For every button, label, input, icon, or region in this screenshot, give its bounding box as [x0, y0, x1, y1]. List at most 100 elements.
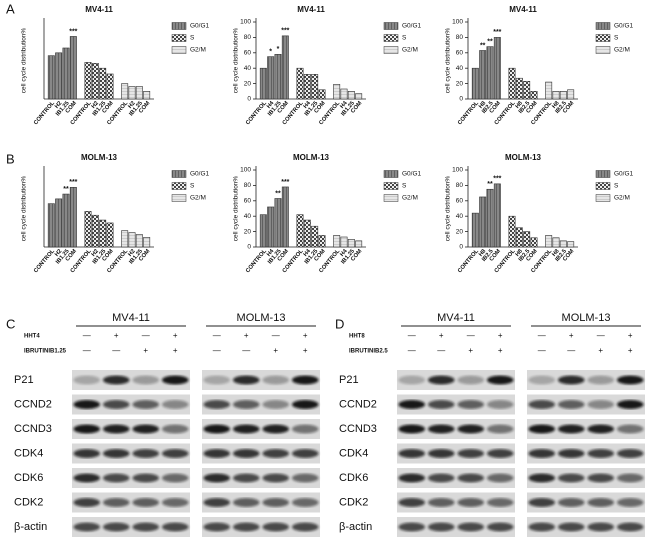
blot-band	[203, 424, 231, 434]
y-tick-label: 20	[456, 80, 464, 87]
blot-band	[102, 473, 130, 483]
blot-band	[486, 375, 514, 385]
blot-band	[528, 498, 556, 507]
chart-title: MOLM-13	[293, 153, 330, 162]
bar	[62, 193, 70, 248]
blot-band	[557, 400, 585, 409]
significance-mark: **	[487, 38, 493, 45]
blot-band	[616, 522, 644, 532]
treatment-sign: +	[173, 331, 178, 340]
blot-band	[398, 449, 426, 458]
blot-band	[427, 473, 455, 483]
bar	[347, 239, 355, 248]
blot-band	[102, 498, 130, 507]
bar	[355, 93, 363, 100]
treatment-label: IBRUTINIB1.25	[24, 349, 67, 355]
significance-mark: **	[480, 42, 486, 49]
blot-band	[73, 375, 101, 385]
blot-band	[616, 375, 644, 385]
bar	[296, 214, 304, 248]
x-tick-label: H8	[551, 100, 561, 110]
treatment-sign: +	[439, 331, 444, 340]
blot-band	[457, 522, 485, 532]
blot-band	[528, 375, 556, 385]
y-tick-label: 40	[456, 65, 464, 72]
cell-line-label: MOLM-13	[237, 312, 286, 324]
x-tick-label: H4	[303, 100, 313, 110]
legend-label: G0/G1	[402, 171, 422, 178]
bar	[121, 83, 129, 100]
legend-label: G2/M	[614, 47, 630, 54]
blot-strip	[202, 443, 320, 464]
y-tick-label: 40	[244, 213, 252, 220]
y-tick-label: 20	[456, 228, 464, 235]
blot-band	[132, 449, 160, 458]
blot-band	[398, 424, 426, 434]
blot-band	[587, 473, 615, 483]
y-tick-label: 100	[240, 19, 251, 26]
cell-line-label: MV4-11	[112, 312, 150, 324]
chart-title: MV4-11	[509, 5, 537, 14]
x-tick-label: H2	[54, 248, 63, 258]
protein-label: β-actin	[14, 521, 47, 533]
legend-swatch	[595, 34, 611, 42]
bar	[281, 35, 289, 100]
bar	[479, 196, 487, 248]
y-tick-label: 20	[244, 80, 252, 87]
protein-label: P21	[14, 374, 34, 386]
blot-strip	[202, 468, 320, 488]
bar	[559, 240, 567, 248]
x-tick-label: CONTROL	[33, 248, 56, 274]
blot-band	[102, 424, 130, 434]
legend-label: S	[614, 35, 619, 42]
blot-band	[457, 424, 485, 434]
bar	[486, 46, 494, 100]
blot-band	[398, 375, 426, 385]
treatment-sign: +	[114, 331, 119, 340]
blot-strip	[527, 370, 645, 390]
bar	[479, 50, 487, 100]
blot-band	[528, 449, 556, 458]
legend-label: S	[614, 183, 619, 190]
treatment-sign: +	[173, 346, 178, 355]
blot-band	[232, 424, 260, 434]
bar	[55, 52, 63, 100]
treatment-sign: +	[628, 346, 633, 355]
bar	[267, 56, 275, 100]
protein-label: CCND3	[339, 423, 377, 435]
legend-swatch	[383, 46, 399, 54]
bar	[303, 74, 311, 100]
bar	[340, 236, 348, 248]
treatment-sign: —	[597, 331, 605, 340]
bar	[135, 86, 143, 100]
x-tick-label: H4	[339, 248, 349, 258]
x-tick-label: H2	[54, 100, 63, 110]
y-tick-label: 40	[244, 65, 252, 72]
protein-label: CDK6	[14, 472, 43, 484]
legend-label: G2/M	[190, 47, 206, 54]
blot-band	[203, 473, 231, 483]
significance-mark: *	[277, 46, 280, 53]
blot-strip	[202, 370, 320, 390]
blot-strip	[202, 517, 320, 537]
bar	[274, 54, 282, 100]
legend-label: G0/G1	[614, 171, 634, 178]
bar	[91, 214, 99, 248]
blot-band	[132, 424, 160, 434]
treatment-sign: +	[468, 346, 473, 355]
legend-swatch	[595, 22, 611, 30]
treatment-sign: +	[303, 331, 308, 340]
blot-band	[203, 522, 231, 532]
blot-band	[102, 375, 130, 385]
x-tick-label: H8	[478, 100, 488, 110]
blot-band	[616, 473, 644, 483]
legend-label: S	[402, 183, 407, 190]
bar	[508, 215, 516, 248]
bar	[515, 227, 523, 248]
blot-band	[457, 375, 485, 385]
blot-band	[132, 498, 160, 507]
panel-label: D	[335, 316, 344, 331]
bar	[311, 225, 319, 248]
blot-strip	[527, 517, 645, 537]
blot-band	[398, 400, 426, 409]
